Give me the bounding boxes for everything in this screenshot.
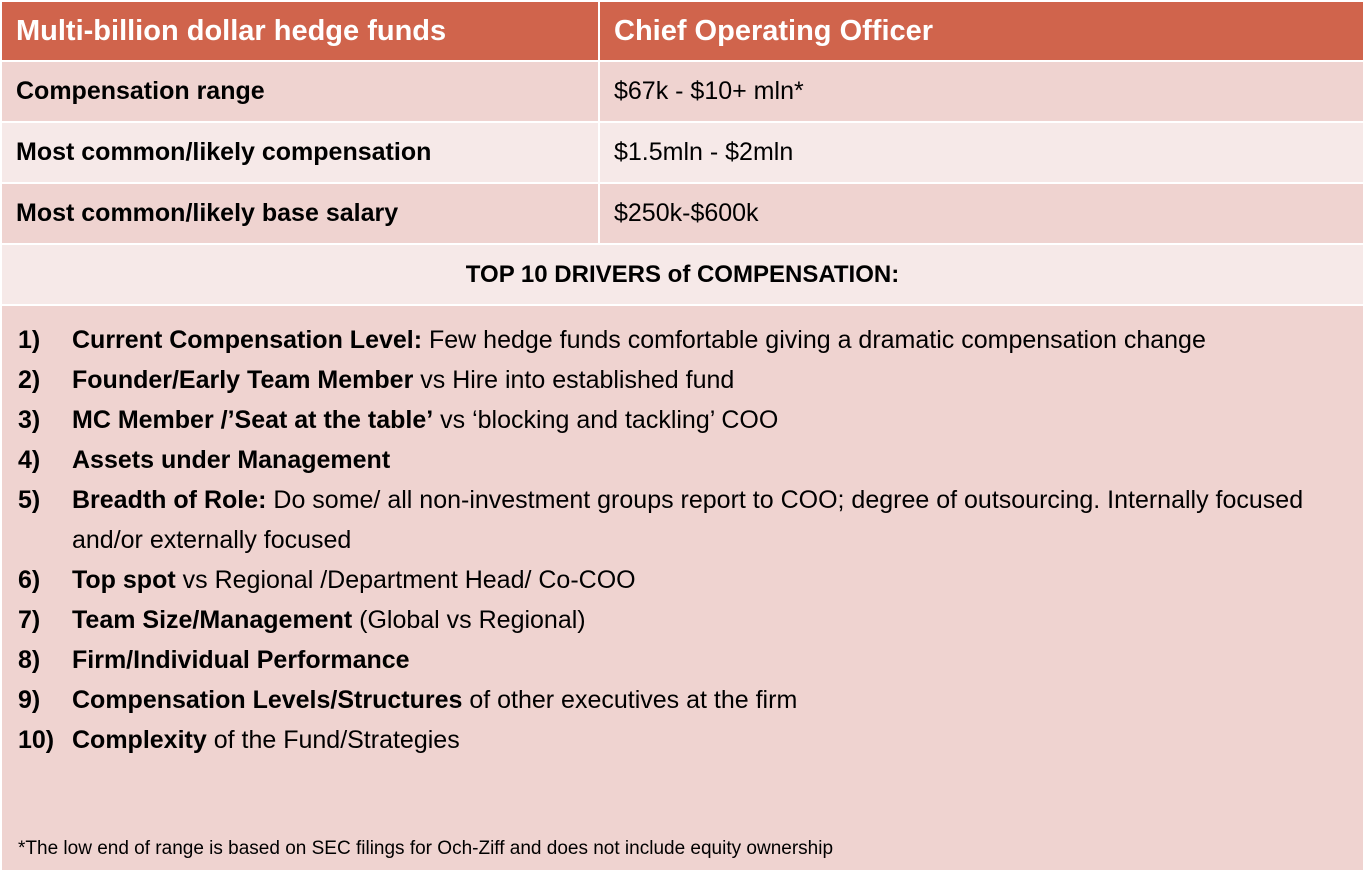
driver-text: Current Compensation Level: Few hedge fu… — [72, 320, 1206, 360]
driver-number: 6) — [18, 566, 41, 594]
driver-text: MC Member /’Seat at the table’ vs ‘block… — [72, 400, 778, 440]
table-header: Multi-billion dollar hedge funds Chief O… — [2, 2, 1363, 60]
row-value: $1.5mln - $2mln — [600, 123, 1363, 182]
driver-number: 2) — [18, 366, 41, 394]
driver-item: 2) Founder/Early Team Member vs Hire into… — [18, 360, 1323, 400]
table-row: Most common/likely compensation $1.5mln … — [2, 123, 1363, 182]
driver-rest: Do some/ all non-investment groups repor… — [72, 486, 1304, 554]
driver-item: 9) Compensation Levels/Structures of othe… — [18, 680, 1323, 720]
driver-rest: vs ‘blocking and tackling’ COO — [433, 406, 779, 434]
driver-bold: Top spot — [72, 566, 176, 594]
driver-bold: MC Member /’Seat at the table’ — [72, 406, 434, 434]
driver-number: 7) — [18, 606, 41, 634]
drivers-title: TOP 10 DRIVERS of COMPENSATION: — [2, 245, 1363, 304]
driver-rest: vs Hire into established fund — [413, 366, 735, 394]
drivers-list: 1) Current Compensation Level: Few hedge … — [2, 306, 1363, 870]
driver-bold: Founder/Early Team Member — [72, 366, 414, 394]
table-row: Most common/likely base salary $250k-$60… — [2, 184, 1363, 243]
driver-number: 1) — [18, 326, 41, 354]
footnote: *The low end of range is based on SEC fi… — [18, 838, 834, 859]
driver-number: 4) — [18, 446, 41, 474]
driver-rest: Few hedge funds comfortable giving a dra… — [422, 326, 1206, 354]
driver-text: Firm/Individual Performance — [72, 640, 410, 680]
driver-text: Breadth of Role: Do some/ all non-invest… — [72, 480, 1323, 560]
driver-item: 6) Top spot vs Regional /Department Head/… — [18, 560, 1323, 600]
driver-bold: Compensation Levels/Structures — [72, 686, 463, 714]
driver-number: 10) — [18, 726, 55, 754]
driver-bold: Firm/Individual Performance — [72, 646, 410, 674]
driver-item: 3) MC Member /’Seat at the table’ vs ‘blo… — [18, 400, 1323, 440]
driver-text: Team Size/Management (Global vs Regional… — [72, 600, 586, 640]
driver-bold: Current Compensation Level: — [72, 326, 423, 354]
driver-text: Compensation Levels/Structures of other … — [72, 680, 797, 720]
header-col1: Multi-billion dollar hedge funds — [2, 2, 598, 60]
header-col2: Chief Operating Officer — [600, 2, 1363, 60]
driver-number: 9) — [18, 686, 41, 714]
driver-rest: vs Regional /Department Head/ Co-COO — [175, 566, 636, 594]
row-value: $250k-$600k — [600, 184, 1363, 243]
driver-number: 8) — [18, 646, 41, 674]
driver-bold: Breadth of Role: — [72, 486, 267, 514]
row-value: $67k - $10+ mln* — [600, 62, 1363, 121]
table-row: Compensation range $67k - $10+ mln* — [2, 62, 1363, 121]
driver-bold: Team Size/Management — [72, 606, 353, 634]
driver-text: Founder/Early Team Member vs Hire into e… — [72, 360, 734, 400]
driver-item: 4) Assets under Management — [18, 440, 1323, 480]
driver-rest: of the Fund/Strategies — [206, 726, 460, 754]
driver-item: 8) Firm/Individual Performance — [18, 640, 1323, 680]
driver-item: 7) Team Size/Management (Global vs Region… — [18, 600, 1323, 640]
row-label: Compensation range — [2, 62, 598, 121]
driver-text: Top spot vs Regional /Department Head/ C… — [72, 560, 636, 600]
driver-text: Assets under Management — [72, 440, 390, 480]
driver-text: Complexity of the Fund/Strategies — [72, 720, 460, 760]
driver-bold: Complexity — [72, 726, 207, 754]
driver-rest: (Global vs Regional) — [352, 606, 586, 634]
driver-bold: Assets under Management — [72, 446, 391, 474]
driver-item: 5) Breadth of Role: Do some/ all non-inve… — [18, 480, 1323, 560]
driver-number: 3) — [18, 406, 41, 434]
driver-item: 1) Current Compensation Level: Few hedge … — [18, 320, 1323, 360]
driver-number: 5) — [18, 486, 41, 514]
row-label: Most common/likely base salary — [2, 184, 598, 243]
driver-rest: of other executives at the firm — [462, 686, 798, 714]
driver-item: 10) Complexity of the Fund/Strategies — [18, 720, 1323, 760]
row-label: Most common/likely compensation — [2, 123, 598, 182]
